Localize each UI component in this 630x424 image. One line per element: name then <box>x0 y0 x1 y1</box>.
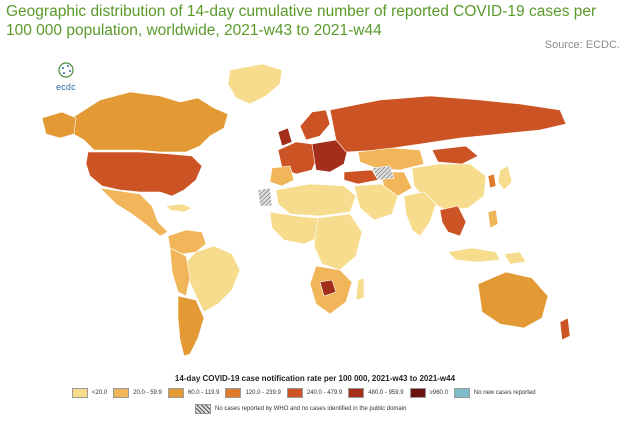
legend-label: 240.0 - 479.9 <box>306 390 343 396</box>
botswana <box>319 279 337 297</box>
west-africa <box>269 211 323 245</box>
legend-label: 480.0 - 959.9 <box>368 390 404 396</box>
legend-item: 480.0 - 959.9 <box>348 388 404 398</box>
legend-item: 240.0 - 479.9 <box>286 388 343 398</box>
india <box>403 191 437 237</box>
southeast-asia <box>439 205 467 237</box>
canada <box>69 91 229 153</box>
russia <box>329 95 567 153</box>
usa <box>85 151 203 197</box>
legend: <20.0 20.0 - 59.9 60.0 - 119.9 120.0 - 2… <box>72 387 542 399</box>
indonesia <box>447 247 501 263</box>
chile-argentina <box>177 295 205 357</box>
legend-label: 60.0 - 119.9 <box>187 390 220 396</box>
legend-label: ≥960.0 <box>429 390 448 396</box>
legend-item: ≥960.0 <box>409 388 448 398</box>
legend-hatch-swatch <box>195 404 211 414</box>
uk-ireland <box>277 127 293 147</box>
legend-swatch <box>286 388 303 398</box>
hatched-area-central-asia <box>371 165 395 181</box>
legend-hatch: No cases reported by WHO and no cases id… <box>195 404 406 414</box>
mongolia <box>431 145 479 165</box>
legend-swatch <box>348 388 365 398</box>
ecdc-logo <box>58 62 74 78</box>
north-africa <box>275 183 357 217</box>
scandinavia <box>299 109 331 141</box>
legend-swatch <box>225 388 242 398</box>
korea <box>487 173 497 189</box>
papua-new-guinea <box>503 251 527 265</box>
legend-label: <20.0 <box>92 390 108 396</box>
turkey <box>343 169 379 185</box>
legend-item: 60.0 - 119.9 <box>167 388 220 398</box>
legend-item: No new cases reported <box>453 388 536 398</box>
middle-east <box>353 183 399 221</box>
greenland <box>227 63 283 105</box>
central-east-africa <box>313 213 363 271</box>
peru-bolivia <box>169 247 191 297</box>
legend-item: 120.0 - 239.9 <box>225 388 281 398</box>
australia <box>477 271 549 329</box>
iberia <box>269 165 295 187</box>
legend-label: 20.0 - 59.9 <box>133 390 162 396</box>
legend-item: <20.0 <box>72 388 107 398</box>
legend-label: 120.0 - 239.9 <box>245 390 281 396</box>
philippines <box>487 209 499 229</box>
legend-swatch <box>409 388 426 398</box>
alaska <box>41 111 77 139</box>
madagascar <box>355 277 365 301</box>
legend-swatch <box>167 388 184 398</box>
legend-swatch <box>453 388 470 398</box>
legend-hatch-label: No cases reported by WHO and no cases id… <box>215 406 407 412</box>
legend-swatch <box>113 388 130 398</box>
legend-swatch <box>72 388 88 398</box>
legend-title: 14-day COVID-19 case notification rate p… <box>174 374 456 383</box>
new-zealand <box>559 317 571 341</box>
legend-item: 20.0 - 59.9 <box>113 388 162 398</box>
legend-label: No new cases reported <box>473 390 536 396</box>
caribbean <box>165 203 193 213</box>
ecdc-logo-text: ecdc <box>56 82 76 92</box>
mexico <box>99 187 169 237</box>
page-title: Geographic distribution of 14-day cumula… <box>6 3 597 39</box>
japan <box>497 165 513 191</box>
source-label: Source: ECDC. <box>544 39 620 51</box>
kazakhstan <box>357 147 425 171</box>
hatched-area-west-africa <box>257 187 273 207</box>
